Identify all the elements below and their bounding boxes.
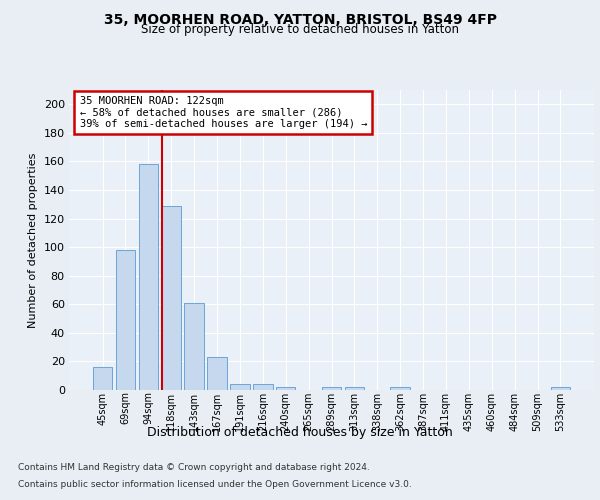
Bar	[230, 384, 250, 390]
Bar	[391, 387, 410, 390]
Text: Contains public sector information licensed under the Open Government Licence v3: Contains public sector information licen…	[18, 480, 412, 489]
Bar	[344, 387, 364, 390]
Bar	[208, 357, 227, 390]
Y-axis label: Number of detached properties: Number of detached properties	[28, 152, 38, 328]
Bar	[93, 367, 112, 390]
Text: Distribution of detached houses by size in Yatton: Distribution of detached houses by size …	[147, 426, 453, 439]
Text: 35, MOORHEN ROAD, YATTON, BRISTOL, BS49 4FP: 35, MOORHEN ROAD, YATTON, BRISTOL, BS49 …	[104, 12, 497, 26]
Bar	[116, 250, 135, 390]
Bar	[184, 303, 204, 390]
Bar	[161, 206, 181, 390]
Text: Size of property relative to detached houses in Yatton: Size of property relative to detached ho…	[141, 22, 459, 36]
Bar	[276, 387, 295, 390]
Bar	[322, 387, 341, 390]
Bar	[551, 387, 570, 390]
Bar	[139, 164, 158, 390]
Text: 35 MOORHEN ROAD: 122sqm
← 58% of detached houses are smaller (286)
39% of semi-d: 35 MOORHEN ROAD: 122sqm ← 58% of detache…	[79, 96, 367, 129]
Text: Contains HM Land Registry data © Crown copyright and database right 2024.: Contains HM Land Registry data © Crown c…	[18, 464, 370, 472]
Bar	[253, 384, 272, 390]
